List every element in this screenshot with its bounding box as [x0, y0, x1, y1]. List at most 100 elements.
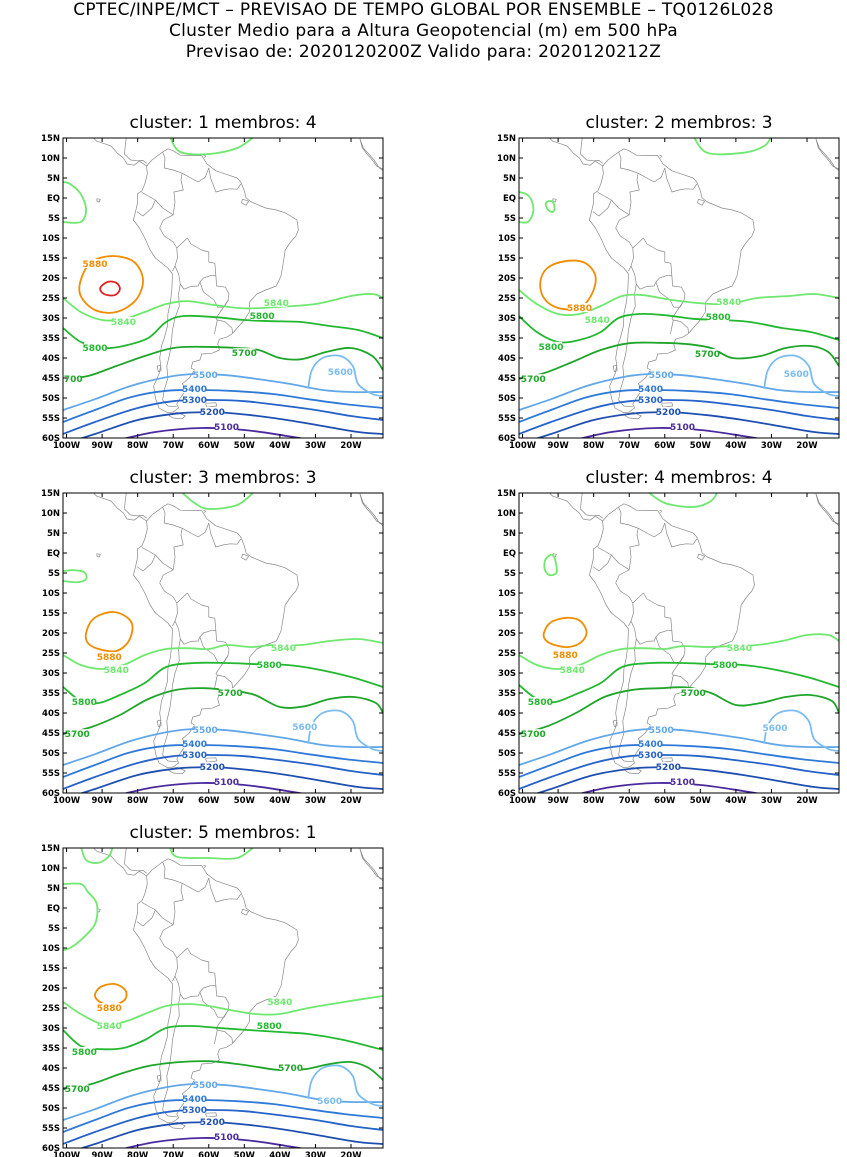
- contour-label: 5300: [638, 751, 663, 761]
- africa-coastline: [815, 138, 839, 172]
- contour-label: 5840: [560, 666, 585, 676]
- lat-label: 10N: [41, 864, 60, 874]
- lon-label: 20W: [340, 441, 362, 451]
- lon-label: 70W: [163, 441, 185, 451]
- island-outline: [96, 198, 101, 203]
- contour-label: 5840: [716, 298, 741, 308]
- contour-label: 5600: [784, 370, 809, 380]
- contour-label-bg: [73, 1047, 96, 1056]
- central-america-coastline: [92, 138, 147, 167]
- lon-label: 40W: [725, 441, 747, 451]
- contour-5400: [519, 743, 839, 778]
- country-border: [597, 151, 640, 216]
- contour-label: 5200: [200, 763, 225, 773]
- lat-label: 5N: [47, 884, 60, 894]
- contour-5600: [763, 354, 839, 397]
- country-border: [181, 167, 210, 183]
- contour-label-bg: [561, 665, 584, 675]
- contour-5500: [519, 728, 839, 766]
- lat-label: 50S: [498, 749, 516, 759]
- map-content: 5880 5840 5840 5800 5800 5700 5700 5600 5500 5400…: [519, 138, 839, 438]
- south-america-coastline: [133, 503, 299, 769]
- lon-label: 80W: [583, 441, 605, 451]
- lon-label: 20W: [340, 1151, 362, 1157]
- contour-label-bg: [201, 762, 224, 771]
- lat-label: 5S: [504, 569, 516, 579]
- lon-label: 50W: [234, 441, 256, 451]
- caribbean-coastline: [580, 138, 603, 164]
- contour-label-bg: [329, 367, 352, 376]
- lon-label: 90W: [92, 441, 114, 451]
- cluster-title: cluster: 5 membros: 1: [129, 823, 317, 843]
- lat-label: 10S: [498, 234, 516, 244]
- contour-label: 5700: [218, 689, 243, 699]
- country-border: [630, 265, 672, 290]
- contour-label: 5840: [271, 644, 296, 654]
- island-outline: [697, 553, 705, 561]
- lat-label: 30S: [498, 314, 516, 324]
- island-outline: [660, 757, 673, 763]
- contour-label: 5200: [200, 408, 225, 418]
- header-line-2: Cluster Medio para a Altura Geopotencial…: [168, 21, 679, 41]
- africa-coastline: [359, 848, 383, 882]
- contour-label: 5700: [695, 350, 720, 360]
- country-border: [615, 569, 634, 627]
- contour-label-bg: [183, 739, 206, 749]
- contour-label-bg: [586, 315, 609, 324]
- lon-label: 20W: [796, 796, 818, 806]
- lon-label: 70W: [619, 441, 641, 451]
- contour-5880: [84, 611, 134, 653]
- contour-label-bg: [194, 1080, 217, 1090]
- country-border: [159, 924, 178, 982]
- contour-5200: [535, 411, 839, 438]
- contour-5920: [99, 280, 121, 297]
- lat-label: 55S: [498, 769, 516, 779]
- lon-label: 60W: [198, 796, 220, 806]
- lat-label: 50S: [42, 749, 60, 759]
- contour-5300: [63, 399, 383, 435]
- contour-label-bg: [84, 343, 106, 352]
- contour-5840: [543, 553, 558, 577]
- contour-label-bg: [540, 341, 562, 351]
- contour-label-bg: [112, 317, 135, 326]
- cluster-map-5: 5880 5840 5840 5800 5800 5700 5700 5600 5500 5400…: [41, 844, 384, 1157]
- contour-5840: [169, 138, 254, 156]
- contour-label: 5700: [232, 349, 257, 359]
- cluster-map-2: 5880 5840 5840 5800 5800 5700 5700 5600 5500 5400…: [497, 134, 840, 451]
- lat-label: 50S: [498, 394, 516, 404]
- contour-label: 5840: [264, 299, 289, 309]
- contour-label: 5800: [257, 661, 282, 671]
- country-border: [215, 1010, 233, 1044]
- lat-label: 15N: [41, 489, 60, 499]
- country-border: [159, 569, 178, 627]
- country-border: [637, 522, 666, 538]
- lat-label: 10S: [42, 234, 60, 244]
- lat-label: 25S: [498, 294, 516, 304]
- contour-label-bg: [728, 643, 751, 653]
- contour-label: 5100: [214, 1133, 239, 1143]
- contour-label: 5880: [82, 260, 107, 270]
- lon-label: 70W: [619, 796, 641, 806]
- country-border: [199, 985, 230, 1018]
- lat-label: 35S: [42, 1044, 60, 1054]
- cluster-title: cluster: 1 membros: 4: [129, 113, 317, 133]
- island-outline: [241, 908, 249, 916]
- contour-label-bg: [650, 725, 673, 735]
- country-border: [632, 237, 673, 277]
- contour-label-bg: [785, 369, 808, 378]
- island-outline: [660, 402, 673, 408]
- contour-5800: [519, 661, 839, 704]
- coastline-group: [92, 138, 383, 420]
- contour-5300: [63, 1109, 383, 1145]
- lat-label: 15N: [497, 134, 516, 144]
- map-content: 5880 5840 5840 5800 5800 5700 5700 5600 5500 5400…: [63, 848, 383, 1148]
- contour-label: 5300: [182, 396, 207, 406]
- contour-label: 5800: [72, 698, 97, 708]
- lat-label: 25S: [498, 649, 516, 659]
- lat-label: EQ: [503, 194, 516, 204]
- contour-5400: [519, 388, 839, 423]
- lat-label: 15S: [498, 254, 516, 264]
- lon-label: 80W: [583, 796, 605, 806]
- map-content: 5880 5840 5840 5800 5800 5700 5700 5600 5500 5400…: [519, 493, 839, 793]
- contour-label-bg: [183, 1094, 206, 1104]
